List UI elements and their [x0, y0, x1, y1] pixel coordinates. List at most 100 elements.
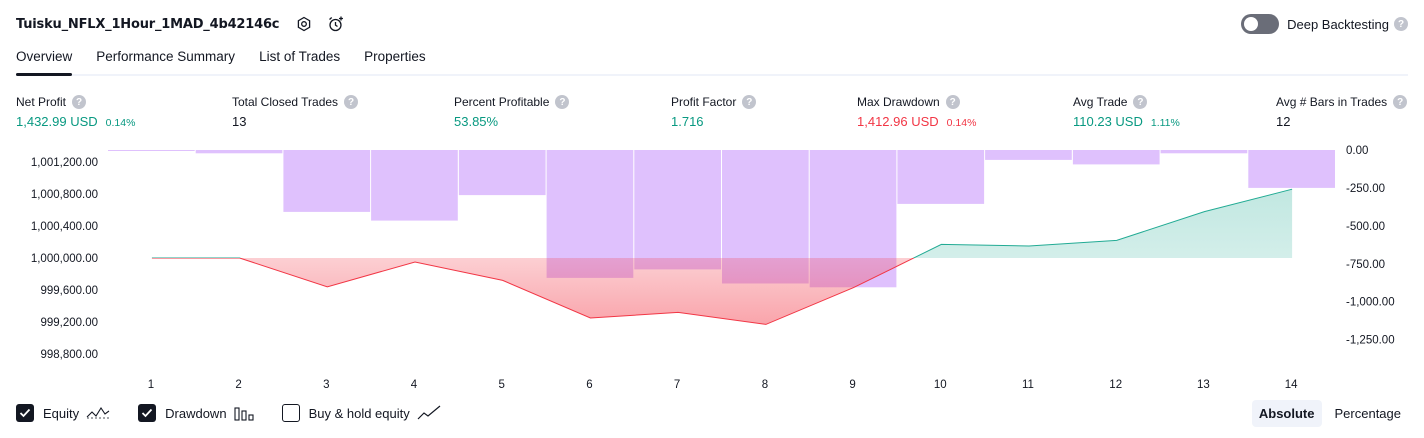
deep-backtesting-label: Deep Backtesting	[1287, 16, 1389, 32]
left-axis-tick: 999,200.00	[40, 317, 98, 329]
absolute-button[interactable]: Absolute	[1251, 400, 1322, 427]
right-axis: 0.00 -250.00 -500.00 -750.00 -1,000.00 -1,250…	[1346, 145, 1395, 347]
metric-max-drawdown: Max Drawdown? 1,412.96 USD 0.14%	[857, 95, 976, 130]
drawdown-bar	[897, 150, 985, 204]
x-axis-tick: 2	[235, 379, 241, 391]
right-axis-tick: -1,250.00	[1346, 335, 1395, 347]
settings-icon[interactable]	[295, 15, 313, 33]
metric-profit-factor: Profit Factor? 1.716	[671, 95, 757, 130]
x-axis-tick: 11	[1022, 379, 1034, 391]
metric-label: Percent Profitable	[454, 95, 550, 109]
right-axis-tick: -500.00	[1346, 221, 1385, 233]
drawdown-bar	[371, 150, 458, 221]
metric-label: Total Closed Trades	[232, 95, 339, 109]
drawdown-bar	[1248, 150, 1335, 188]
drawdown-bar	[634, 150, 721, 270]
equity-line	[151, 188, 1293, 325]
equity-down-area	[151, 258, 1293, 325]
x-axis-tick: 7	[674, 379, 680, 391]
equity-up-area	[151, 189, 1293, 258]
metric-label: Avg Trade	[1073, 95, 1128, 109]
chart-legend: Equity Drawdown Buy & hold equity	[16, 404, 469, 422]
deep-backtesting-control: Deep Backtesting ?	[1241, 14, 1408, 34]
info-icon[interactable]: ?	[344, 95, 359, 109]
metric-value: 12	[1276, 114, 1291, 129]
metric-value: 53.85%	[454, 114, 499, 129]
metric-value: 1,432.99 USD	[16, 114, 98, 129]
display-mode-switch: Absolute Percentage	[1246, 400, 1408, 427]
x-axis-tick: 4	[411, 379, 418, 391]
drawdown-bar	[195, 150, 283, 154]
legend-drawdown[interactable]: Drawdown	[138, 404, 254, 422]
tab-performance-summary[interactable]: Performance Summary	[96, 49, 236, 64]
metric-label: Max Drawdown	[857, 95, 940, 109]
buy-hold-line-icon	[417, 405, 441, 421]
legend-equity[interactable]: Equity	[16, 404, 110, 422]
drawdown-bars-icon	[234, 405, 254, 421]
info-icon[interactable]: ?	[72, 95, 87, 109]
equity-line-icon	[86, 405, 110, 421]
metric-percent-profitable: Percent Profitable? 53.85%	[454, 95, 570, 130]
metric-value: 1.716	[671, 114, 704, 129]
buy-hold-checkbox[interactable]	[281, 404, 300, 422]
x-axis-tick: 12	[1109, 379, 1122, 391]
legend-label: Equity	[43, 405, 80, 421]
info-icon[interactable]: ?	[555, 95, 570, 109]
equity-line-up	[151, 188, 1293, 258]
metric-percent: 0.14%	[105, 117, 136, 129]
info-icon[interactable]: ?	[742, 95, 757, 109]
left-axis: 1,001,200.00 1,000,800.00 1,000,400.00 1,00…	[31, 157, 98, 361]
x-axis: 1 2 3 4 5 6 7 8 9 10 11 12 13 14	[148, 379, 1298, 391]
metric-total-closed-trades: Total Closed Trades? 13	[232, 95, 359, 130]
metric-label: Avg # Bars in Trades	[1276, 95, 1388, 109]
legend-label: Drawdown	[165, 405, 227, 421]
percentage-button[interactable]: Percentage	[1334, 406, 1402, 421]
x-axis-tick: 9	[849, 379, 855, 391]
right-axis-tick: -1,000.00	[1346, 297, 1395, 309]
right-axis-tick: -750.00	[1346, 259, 1385, 271]
drawdown-checkbox[interactable]	[138, 404, 157, 422]
help-icon[interactable]: ?	[1394, 17, 1408, 31]
drawdown-bar	[1072, 150, 1160, 165]
metric-percent: 1.11%	[1150, 117, 1180, 129]
tab-list-of-trades[interactable]: List of Trades	[259, 49, 341, 64]
tab-properties[interactable]: Properties	[364, 49, 426, 64]
strategy-title: Tuisku_NFLX_1Hour_1MAD_4b42146c	[16, 16, 280, 32]
info-icon[interactable]: ?	[1133, 95, 1148, 109]
equity-drawdown-chart[interactable]: 1,001,200.00 1,000,800.00 1,000,400.00 1,00…	[0, 140, 1424, 395]
info-icon[interactable]: ?	[945, 95, 960, 109]
add-alert-icon[interactable]	[327, 15, 345, 33]
tab-bar: Overview Performance Summary List of Tra…	[16, 48, 1408, 76]
x-axis-tick: 13	[1197, 379, 1210, 391]
title-bar: Tuisku_NFLX_1Hour_1MAD_4b42146c	[16, 14, 345, 34]
drawdown-bar	[458, 150, 546, 196]
drawdown-bar	[985, 150, 1072, 160]
x-axis-tick: 5	[498, 379, 504, 391]
equity-fill	[151, 189, 1293, 325]
deep-backtesting-toggle[interactable]	[1241, 14, 1280, 34]
left-axis-tick: 1,000,000.00	[31, 253, 98, 265]
metric-avg-trade: Avg Trade? 110.23 USD 1.11%	[1073, 95, 1180, 130]
drawdown-bar	[1160, 150, 1248, 154]
metric-percent: 0.14%	[946, 117, 977, 129]
equity-checkbox[interactable]	[16, 404, 34, 422]
info-icon[interactable]: ?	[1393, 95, 1408, 109]
drawdown-bar	[546, 150, 634, 278]
metric-label: Profit Factor	[671, 95, 737, 109]
left-axis-tick: 998,800.00	[40, 349, 98, 361]
right-axis-tick: -250.00	[1346, 183, 1385, 195]
legend-buy-hold-equity[interactable]: Buy & hold equity	[281, 404, 441, 422]
x-axis-tick: 1	[148, 379, 154, 391]
metric-label: Net Profit	[16, 95, 67, 109]
x-axis-tick: 3	[323, 379, 329, 391]
metric-avg-bars-in-trades: Avg # Bars in Trades? 12	[1276, 95, 1408, 130]
tab-overview[interactable]: Overview	[16, 48, 73, 76]
metric-value: 13	[232, 114, 247, 129]
drawdown-bar	[108, 150, 195, 151]
x-axis-tick: 8	[762, 379, 768, 391]
x-axis-tick: 6	[586, 379, 592, 391]
x-axis-tick: 10	[934, 379, 947, 391]
left-axis-tick: 1,000,400.00	[31, 221, 98, 233]
right-axis-tick: 0.00	[1346, 145, 1368, 157]
metric-net-profit: Net Profit? 1,432.99 USD 0.14%	[16, 95, 135, 130]
